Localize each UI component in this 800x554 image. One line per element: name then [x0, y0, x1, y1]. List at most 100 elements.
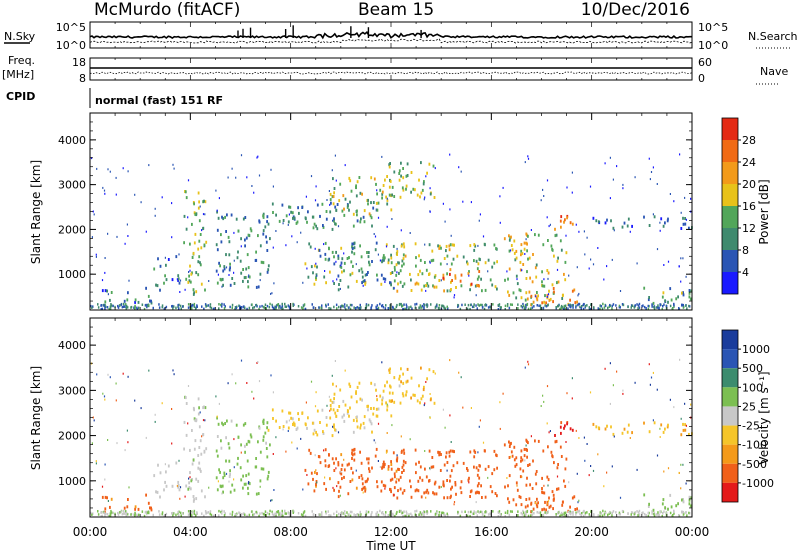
echo-cell	[434, 167, 436, 170]
echo-cell	[205, 512, 207, 515]
echo-cell	[364, 280, 367, 284]
echo-cell	[422, 388, 425, 392]
echo-cell	[193, 305, 196, 308]
echo-cell	[410, 289, 413, 292]
echo-cell	[675, 297, 678, 301]
echo-cell	[621, 431, 624, 435]
echo-cell	[433, 196, 436, 199]
echo-cell	[512, 291, 515, 295]
echo-cell	[402, 188, 405, 192]
echo-cell	[680, 280, 682, 283]
echo-cell	[134, 300, 136, 304]
echo-cell	[205, 447, 208, 451]
echo-cell	[199, 439, 202, 443]
echo-cell	[333, 512, 335, 516]
echo-cell	[207, 511, 210, 514]
echo-cell	[648, 304, 650, 308]
echo-cell	[563, 272, 565, 276]
echo-cell	[508, 440, 510, 444]
echo-cell	[551, 454, 553, 458]
echo-cell	[466, 262, 469, 266]
echo-cell	[191, 222, 193, 226]
echo-cell	[235, 217, 238, 221]
echo-cell	[415, 509, 418, 513]
echo-cell	[362, 491, 364, 494]
echo-cell	[398, 302, 401, 306]
echo-cell	[224, 215, 226, 219]
echo-cell	[328, 247, 330, 251]
echo-cell	[198, 425, 201, 429]
echo-cell	[319, 461, 322, 465]
echo-cell	[289, 514, 291, 518]
echo-cell	[571, 428, 574, 432]
echo-cell	[175, 461, 178, 465]
echo-cell	[446, 272, 448, 276]
echo-cell	[370, 306, 373, 309]
echo-cell	[92, 210, 94, 213]
echo-cell	[524, 459, 526, 462]
echo-cell	[343, 261, 346, 265]
echo-cell	[355, 263, 357, 266]
echo-cell	[353, 513, 355, 516]
echo-cell	[256, 362, 258, 364]
echo-cell	[306, 220, 308, 224]
echo-cell	[109, 305, 112, 309]
echo-cell	[370, 381, 373, 385]
echo-cell	[165, 263, 167, 267]
echo-cell	[191, 303, 193, 307]
echo-cell	[184, 190, 187, 194]
echo-cell	[146, 304, 149, 307]
echo-cell	[239, 513, 241, 517]
echo-cell	[355, 391, 357, 395]
echo-cell	[406, 379, 409, 383]
echo-cell	[259, 305, 261, 308]
echo-cell	[533, 305, 535, 308]
echo-cell	[510, 450, 513, 454]
echo-cell	[648, 511, 650, 515]
echo-cell	[379, 259, 381, 262]
echo-cell	[385, 451, 388, 454]
echo-cell	[546, 502, 548, 505]
echo-cell	[398, 169, 401, 173]
echo-cell	[673, 305, 675, 308]
echo-cell	[316, 409, 319, 413]
echo-cell	[385, 243, 388, 247]
echo-cell	[563, 306, 566, 310]
echo-cell	[189, 471, 191, 475]
echo-cell	[475, 259, 478, 263]
echo-cell	[244, 513, 246, 516]
nave-tick-bottom: 0	[698, 72, 705, 85]
echo-cell	[401, 511, 404, 514]
echo-cell	[527, 360, 529, 363]
echo-cell	[410, 376, 413, 380]
echo-cell	[530, 501, 533, 505]
echo-cell	[228, 240, 231, 244]
echo-cell	[677, 295, 679, 299]
echo-cell	[524, 253, 526, 255]
echo-cell	[612, 384, 614, 387]
echo-cell	[450, 288, 452, 291]
echo-cell	[275, 513, 277, 517]
echo-cell	[322, 432, 325, 435]
echo-cell	[410, 171, 413, 174]
echo-cell	[154, 207, 156, 210]
echo-cell	[285, 305, 288, 308]
echo-cell	[446, 469, 448, 472]
nsky-label: N.Sky	[4, 30, 36, 43]
echo-cell	[205, 305, 207, 308]
echo-cell	[201, 305, 203, 308]
echo-cell	[680, 433, 683, 437]
echo-cell	[461, 510, 463, 514]
y-tick-label: 2000	[58, 430, 86, 443]
echo-cell	[659, 221, 661, 224]
echo-cell	[233, 259, 235, 262]
echo-cell	[515, 456, 518, 460]
echo-cell	[200, 489, 203, 493]
echo-cell	[682, 463, 684, 466]
echo-cell	[649, 178, 651, 181]
echo-cell	[449, 268, 452, 272]
echo-cell	[588, 267, 590, 270]
echo-cell	[217, 216, 220, 220]
echo-cell	[522, 302, 524, 306]
echo-cell	[367, 477, 369, 481]
